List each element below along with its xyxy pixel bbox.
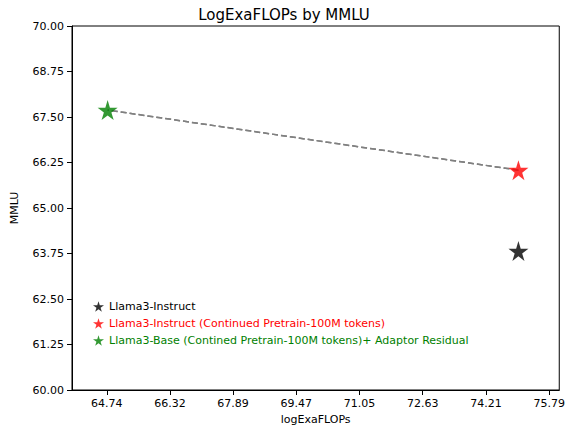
svg-text:70.00: 70.00 (33, 20, 65, 33)
svg-text:LogExaFLOPs by MMLU: LogExaFLOPs by MMLU (198, 6, 370, 24)
svg-text:66.25: 66.25 (33, 156, 65, 169)
svg-text:74.21: 74.21 (470, 397, 502, 410)
svg-text:60.00: 60.00 (33, 384, 65, 397)
svg-text:62.50: 62.50 (33, 293, 65, 306)
svg-text:61.25: 61.25 (33, 338, 65, 351)
svg-text:Llama3-Base (Contined Pretrain: Llama3-Base (Contined Pretrain-100M toke… (109, 334, 469, 347)
svg-text:65.00: 65.00 (33, 202, 65, 215)
svg-text:MMLU: MMLU (8, 192, 21, 225)
svg-text:Llama3-Instruct (Continued Pre: Llama3-Instruct (Continued Pretrain-100M… (109, 317, 385, 330)
svg-text:63.75: 63.75 (33, 247, 65, 260)
svg-text:67.50: 67.50 (33, 111, 65, 124)
svg-text:67.89: 67.89 (217, 397, 249, 410)
svg-text:64.74: 64.74 (91, 397, 123, 410)
svg-text:72.63: 72.63 (407, 397, 439, 410)
svg-text:66.32: 66.32 (154, 397, 186, 410)
svg-text:75.79: 75.79 (534, 397, 566, 410)
svg-text:Llama3-Instruct: Llama3-Instruct (109, 300, 196, 313)
svg-text:68.75: 68.75 (33, 65, 65, 78)
svg-text:logExaFLOPs: logExaFLOPs (281, 413, 351, 426)
svg-text:69.47: 69.47 (280, 397, 312, 410)
svg-text:71.05: 71.05 (344, 397, 376, 410)
